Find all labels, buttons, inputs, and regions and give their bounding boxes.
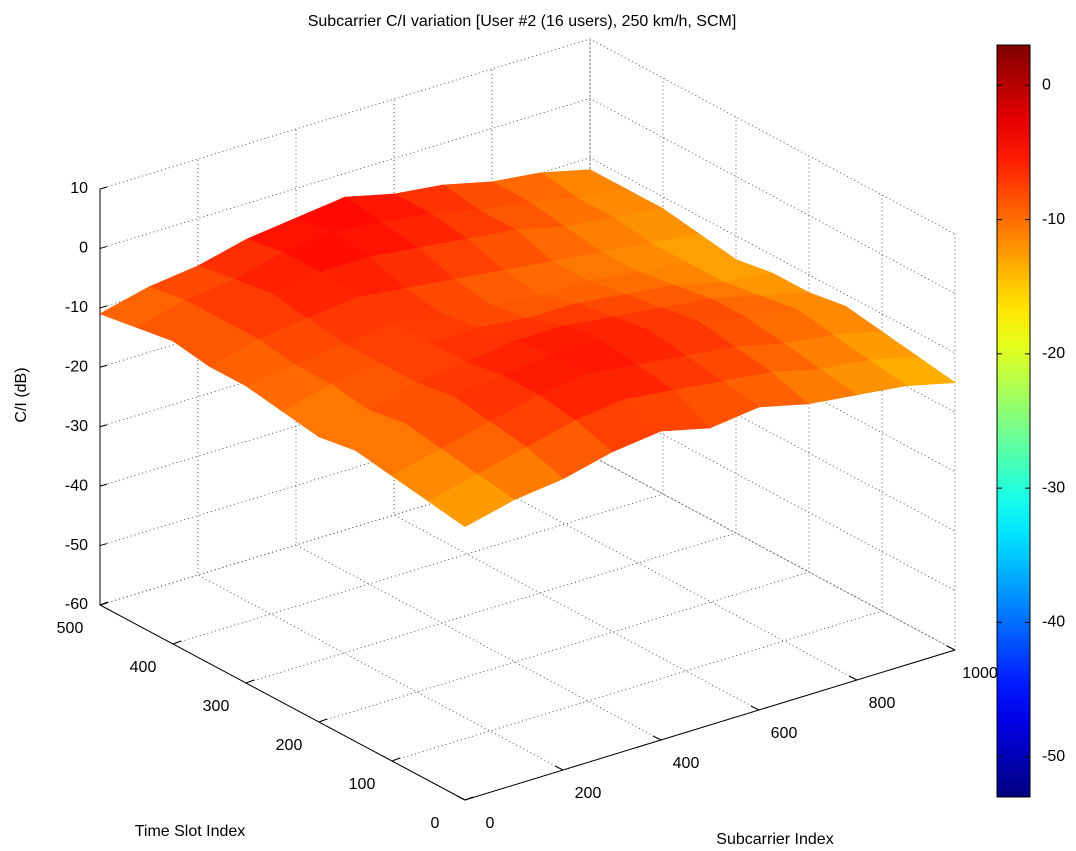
colorbar-tick-label: -20 — [1042, 345, 1065, 362]
z-tick-label: -40 — [65, 477, 88, 494]
y-tick — [99, 601, 109, 606]
colorbar-tick-label: -40 — [1042, 614, 1065, 631]
z-tick — [99, 305, 108, 309]
x-tick-label: 800 — [869, 695, 896, 712]
grid-line — [318, 156, 810, 723]
x-tick-label: 200 — [575, 785, 602, 802]
y-tick — [245, 679, 255, 684]
y-tick-label: 0 — [431, 815, 440, 832]
y-tick — [172, 640, 182, 645]
z-tick — [99, 424, 108, 428]
x-tick — [652, 735, 662, 741]
x-tick-label: 400 — [673, 755, 700, 772]
colorbar — [996, 44, 1031, 798]
x-tick-label: 0 — [486, 815, 495, 832]
x-axis — [464, 649, 956, 801]
x-tick — [946, 645, 956, 651]
x-tick-label: 600 — [771, 725, 798, 742]
colorbar-tick-label: -50 — [1042, 748, 1065, 765]
y-tick — [464, 796, 474, 801]
chart-title: Subcarrier C/I variation [User #2 (16 us… — [308, 13, 737, 30]
surface-patch — [427, 473, 515, 528]
y-tick — [391, 757, 401, 762]
grid-line — [172, 78, 664, 645]
grid-line — [245, 117, 737, 684]
y-tick-label: 500 — [57, 620, 84, 637]
z-tick-label: -60 — [65, 596, 88, 613]
colorbar-tick-label: -30 — [1042, 479, 1065, 496]
x-tick — [848, 675, 858, 681]
y-tick-label: 400 — [130, 659, 157, 676]
z-tick-label: 0 — [79, 240, 88, 257]
grid-line — [99, 97, 956, 294]
y-axis — [99, 604, 466, 801]
grid-line — [391, 195, 883, 762]
x-tick — [456, 795, 466, 801]
z-axis-label: C/I (dB) — [13, 367, 30, 422]
x-tick — [750, 705, 760, 711]
colorbar-tick-label: -10 — [1042, 211, 1065, 228]
grid-line — [99, 157, 956, 354]
z-tick — [99, 364, 108, 368]
z-tick — [99, 543, 108, 547]
y-axis-label: Time Slot Index — [135, 823, 246, 840]
y-tick — [318, 718, 328, 723]
y-tick-label: 300 — [203, 698, 230, 715]
colorbar-tick-label: 0 — [1042, 77, 1051, 94]
z-tick-label: 10 — [70, 180, 88, 197]
y-tick-label: 100 — [349, 776, 376, 793]
z-tick-label: -20 — [65, 359, 88, 376]
z-tick — [99, 483, 108, 487]
y-tick-label: 200 — [276, 737, 303, 754]
z-tick — [99, 245, 108, 249]
x-tick — [554, 765, 564, 771]
x-tick-label: 1000 — [962, 665, 998, 682]
z-tick — [99, 186, 108, 190]
z-tick-label: -10 — [65, 299, 88, 316]
z-tick-label: -50 — [65, 537, 88, 554]
x-axis-label: Subcarrier Index — [716, 831, 833, 848]
z-tick-label: -30 — [65, 418, 88, 435]
